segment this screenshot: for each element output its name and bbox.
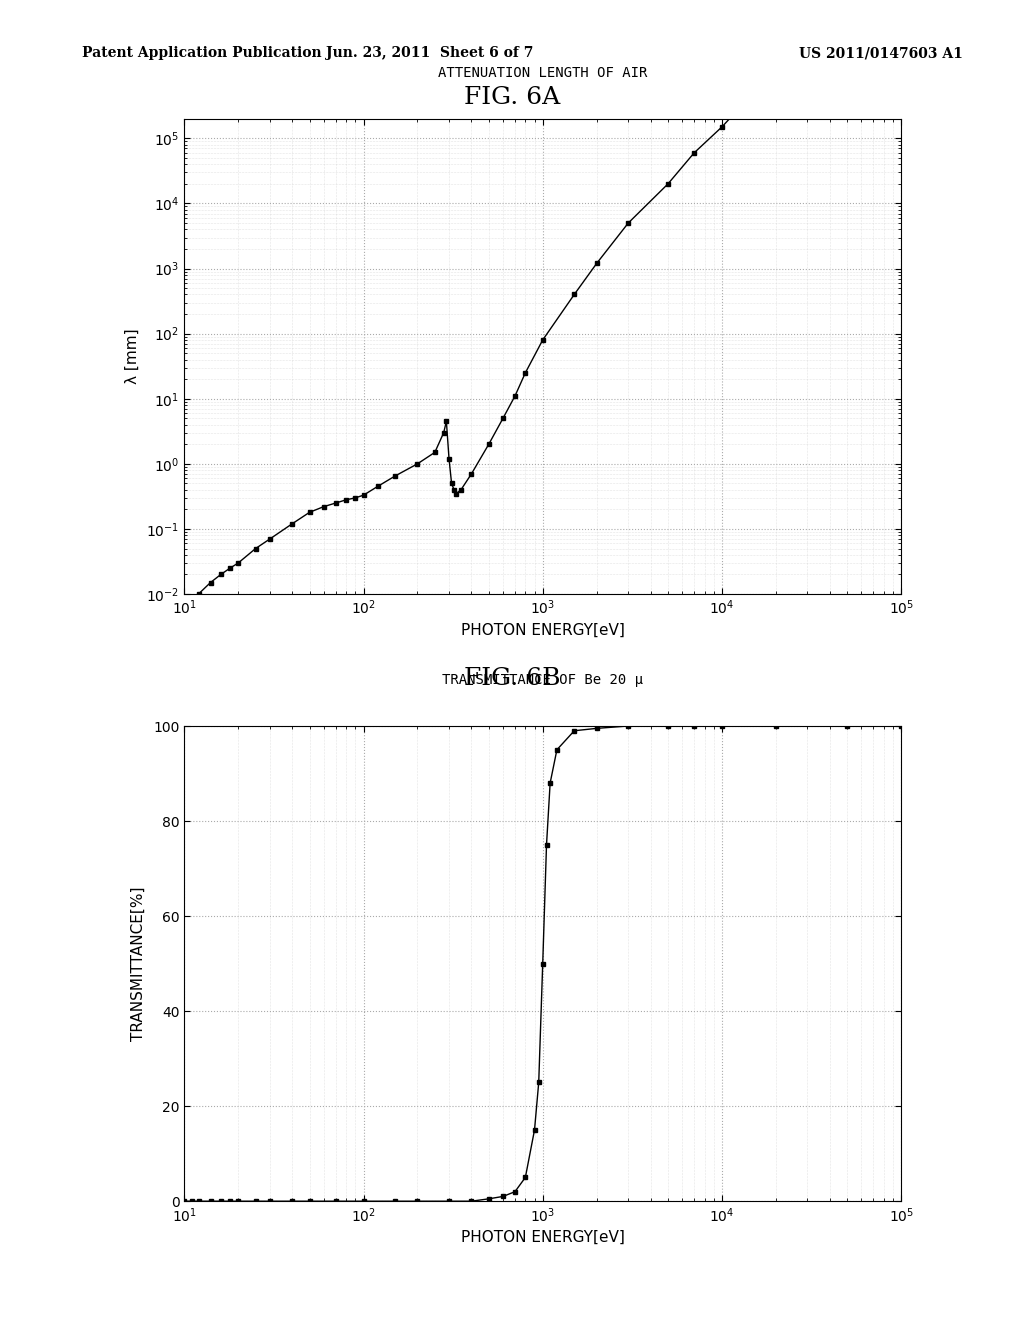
- Text: FIG. 6A: FIG. 6A: [464, 86, 560, 108]
- X-axis label: PHOTON ENERGY[eV]: PHOTON ENERGY[eV]: [461, 1230, 625, 1245]
- X-axis label: PHOTON ENERGY[eV]: PHOTON ENERGY[eV]: [461, 623, 625, 638]
- Title: ATTENUATION LENGTH OF AIR: ATTENUATION LENGTH OF AIR: [438, 66, 647, 81]
- Text: US 2011/0147603 A1: US 2011/0147603 A1: [799, 46, 963, 61]
- Text: Patent Application Publication: Patent Application Publication: [82, 46, 322, 61]
- Y-axis label: λ [mm]: λ [mm]: [124, 329, 139, 384]
- Title: TRANSMITTANCE OF Be 20 μ: TRANSMITTANCE OF Be 20 μ: [442, 673, 643, 688]
- Y-axis label: TRANSMITTANCE[%]: TRANSMITTANCE[%]: [131, 886, 146, 1041]
- Text: FIG. 6B: FIG. 6B: [464, 667, 560, 689]
- Text: Jun. 23, 2011  Sheet 6 of 7: Jun. 23, 2011 Sheet 6 of 7: [327, 46, 534, 61]
